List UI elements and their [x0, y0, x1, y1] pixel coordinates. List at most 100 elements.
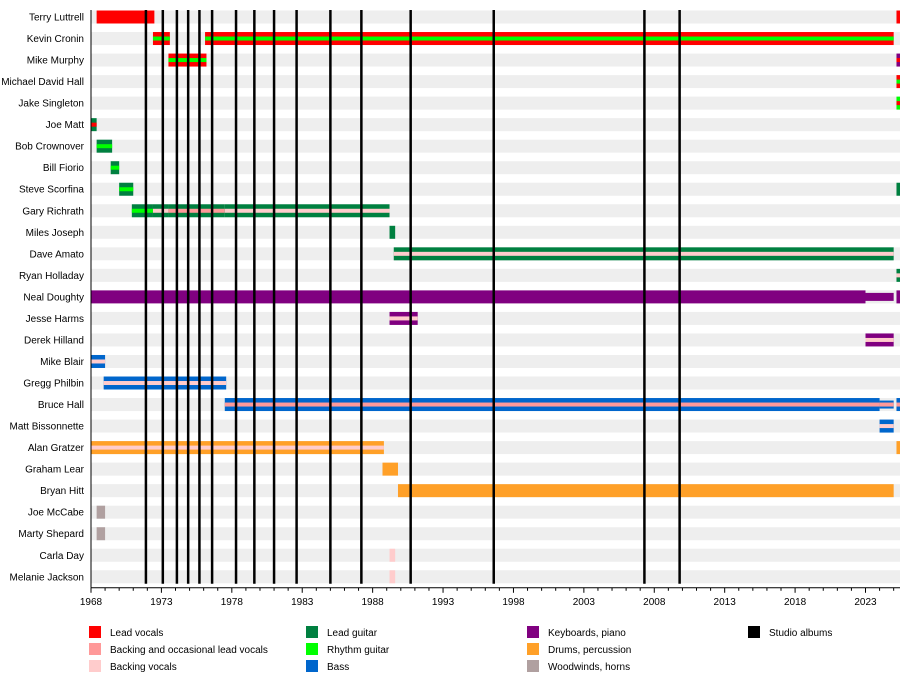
member-label: Bruce Hall: [38, 400, 84, 411]
bar-keyboards: [896, 290, 900, 304]
member-label: Bryan Hitt: [40, 486, 84, 497]
bar-lead_guitar: [389, 225, 396, 239]
bar-stripe-backing_lead_vocals: [168, 208, 225, 213]
legend-label: Backing vocals: [110, 662, 177, 673]
member-label: Matt Bissonnette: [10, 422, 85, 433]
row-band: [91, 118, 900, 132]
member-label: Bob Crownover: [15, 142, 85, 153]
bar-drums: [382, 462, 398, 476]
member-label: Steve Scorfina: [19, 185, 84, 196]
x-tick-label: 1978: [221, 597, 244, 608]
row-band: [91, 10, 900, 24]
legend-label: Studio albums: [769, 628, 832, 639]
legend-label: Lead guitar: [327, 628, 378, 639]
bar-drums: [397, 484, 894, 498]
bar-backing_vocals: [389, 570, 396, 584]
bar-stripe-backing_vocals: [91, 359, 106, 364]
bar-stripe-rhythm_guitar: [119, 187, 134, 192]
member-label: Mike Blair: [40, 357, 85, 368]
member-label: Kevin Cronin: [27, 34, 84, 45]
row-band: [91, 53, 900, 67]
member-label: Joe Matt: [46, 120, 85, 131]
bar-woodwinds: [96, 505, 106, 519]
member-label: Joe McCabe: [28, 508, 85, 519]
bar-backing_vocals: [389, 548, 396, 562]
member-label: Alan Gratzer: [28, 443, 85, 454]
member-label: Gregg Philbin: [23, 379, 84, 390]
member-label: Jesse Harms: [26, 314, 84, 325]
member-label: Derek Hilland: [24, 335, 84, 346]
bar-stripe-backing_lead_vocals: [896, 402, 900, 407]
x-tick-label: 2008: [643, 597, 666, 608]
row-band: [91, 462, 900, 476]
member-label: Terry Luttrell: [29, 13, 84, 24]
member-label: Melanie Jackson: [10, 572, 84, 583]
member-label: Miles Joseph: [26, 228, 84, 239]
row-band: [91, 333, 900, 347]
row-band: [91, 505, 900, 519]
bar-stripe-backing_vocals: [879, 424, 894, 429]
member-label: Jake Singleton: [18, 99, 84, 110]
row-band: [91, 527, 900, 541]
member-label: Michael David Hall: [1, 77, 84, 88]
member-label: Marty Shepard: [18, 529, 84, 540]
row-band: [91, 75, 900, 89]
legend-swatch: [748, 626, 760, 638]
x-tick-label: 1973: [150, 597, 173, 608]
bar-keyboards: [865, 292, 894, 301]
bar-stripe-rhythm_guitar: [110, 165, 120, 170]
x-tick-label: 2003: [573, 597, 596, 608]
bar-lead_vocals: [896, 10, 900, 24]
bar-stripe-rhythm_guitar: [896, 79, 900, 84]
x-tick-label: 1968: [80, 597, 103, 608]
bar-stripe-rhythm_guitar: [131, 208, 153, 213]
row-band: [91, 376, 900, 390]
bar-stripe-lead_vocals: [896, 101, 900, 106]
bar-stripe-backing_vocals: [224, 208, 390, 213]
legend-swatch: [89, 626, 101, 638]
legend-item-drums: Drums, percussion: [527, 643, 631, 656]
row-band: [91, 161, 900, 175]
x-tick-label: 1993: [432, 597, 455, 608]
legend-label: Backing and occasional lead vocals: [110, 645, 268, 656]
legend-label: Bass: [327, 662, 349, 673]
bar-stripe-rhythm_guitar: [96, 144, 113, 149]
legend-item-rhythm_guitar: Rhythm guitar: [306, 643, 390, 656]
x-tick-label: 2023: [854, 597, 877, 608]
bar-stripe-backing_vocals: [152, 208, 169, 213]
bar-lead_guitar: [896, 182, 900, 196]
legend-label: Woodwinds, horns: [548, 662, 630, 673]
member-label: Graham Lear: [25, 465, 85, 476]
row-band: [91, 268, 900, 282]
row-band: [91, 419, 900, 433]
row-band: [91, 354, 900, 368]
legend-swatch: [89, 643, 101, 655]
legend-swatch: [527, 660, 539, 672]
row-band: [91, 548, 900, 562]
bar-stripe-lead_vocals: [896, 58, 900, 63]
row-band: [91, 139, 900, 153]
legend-label: Drums, percussion: [548, 645, 631, 656]
bar-stripe-backing_vocals: [103, 381, 227, 386]
bar-stripe-backing_lead_vocals: [224, 402, 880, 407]
legend-item-keyboards: Keyboards, piano: [527, 626, 626, 639]
legend-swatch: [89, 660, 101, 672]
legend-item-lead_guitar: Lead guitar: [306, 626, 378, 639]
member-label: Neal Doughty: [23, 292, 84, 303]
member-label: Bill Fiorio: [43, 163, 85, 174]
legend-label: Lead vocals: [110, 628, 163, 639]
legend-item-lead_vocals: Lead vocals: [89, 626, 163, 639]
legend-item-studio_albums: Studio albums: [748, 626, 832, 639]
bar-keyboards: [91, 290, 866, 304]
legend-label: Rhythm guitar: [327, 645, 390, 656]
row-band: [91, 311, 900, 325]
x-tick-label: 1998: [502, 597, 525, 608]
legend-swatch: [306, 643, 318, 655]
row-band: [91, 96, 900, 110]
member-label: Dave Amato: [30, 249, 85, 260]
row-band: [91, 182, 900, 196]
legend-item-woodwinds: Woodwinds, horns: [527, 660, 630, 673]
bar-stripe-backing_vocals: [91, 445, 384, 450]
legend-swatch: [306, 626, 318, 638]
bar-stripe-rhythm_guitar: [205, 36, 894, 41]
